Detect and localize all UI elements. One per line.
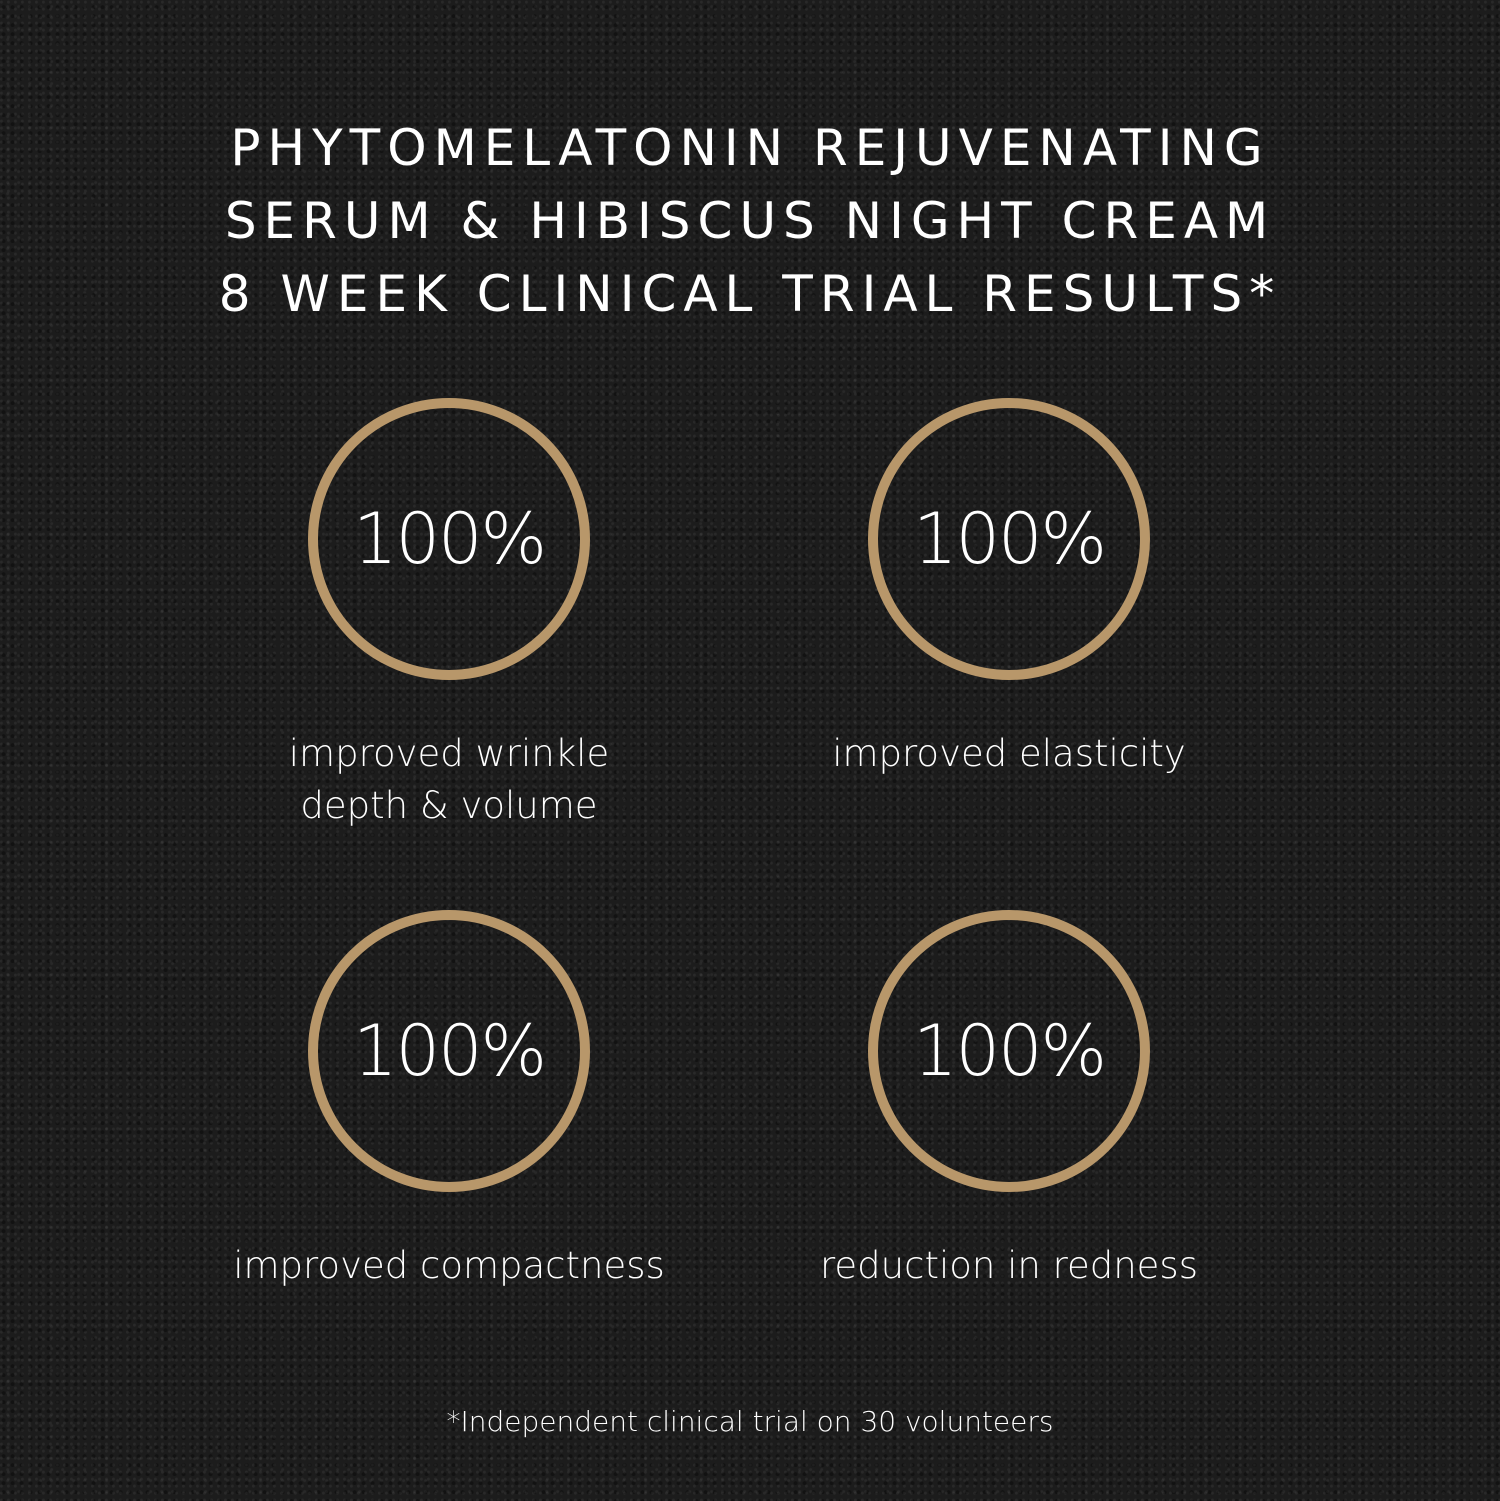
stat-elasticity: 100% improved elasticity: [729, 398, 1289, 780]
stat-compactness: 100% improved compactness: [169, 910, 729, 1292]
stat-value: 100%: [912, 1010, 1107, 1092]
circle-ring: 100%: [308, 910, 590, 1192]
stat-label: improved wrinkle depth & volume: [169, 728, 729, 832]
label-line: improved wrinkle: [288, 732, 610, 775]
circle-ring: 100%: [868, 910, 1150, 1192]
label-line: improved compactness: [233, 1244, 665, 1287]
title-line: 8 WEEK CLINICAL TRIAL RESULTS*: [218, 265, 1282, 323]
circle-ring: 100%: [308, 398, 590, 680]
stat-value: 100%: [352, 498, 547, 580]
stat-redness: 100% reduction in redness: [729, 910, 1289, 1292]
circle-ring: 100%: [868, 398, 1150, 680]
stat-label: improved elasticity: [729, 728, 1289, 780]
stat-label: improved compactness: [169, 1240, 729, 1292]
footnote: *Independent clinical trial on 30 volunt…: [446, 1405, 1054, 1438]
stat-value: 100%: [352, 1010, 547, 1092]
label-line: improved elasticity: [832, 732, 1186, 775]
label-line: reduction in redness: [820, 1244, 1198, 1287]
title-line: SERUM & HIBISCUS NIGHT CREAM: [224, 192, 1276, 250]
title-line: PHYTOMELATONIN REJUVENATING: [230, 119, 1270, 177]
page-title: PHYTOMELATONIN REJUVENATING SERUM & HIBI…: [0, 112, 1500, 331]
stat-value: 100%: [912, 498, 1107, 580]
label-line: depth & volume: [300, 784, 598, 827]
stat-label: reduction in redness: [729, 1240, 1289, 1292]
stat-wrinkle: 100% improved wrinkle depth & volume: [169, 398, 729, 832]
